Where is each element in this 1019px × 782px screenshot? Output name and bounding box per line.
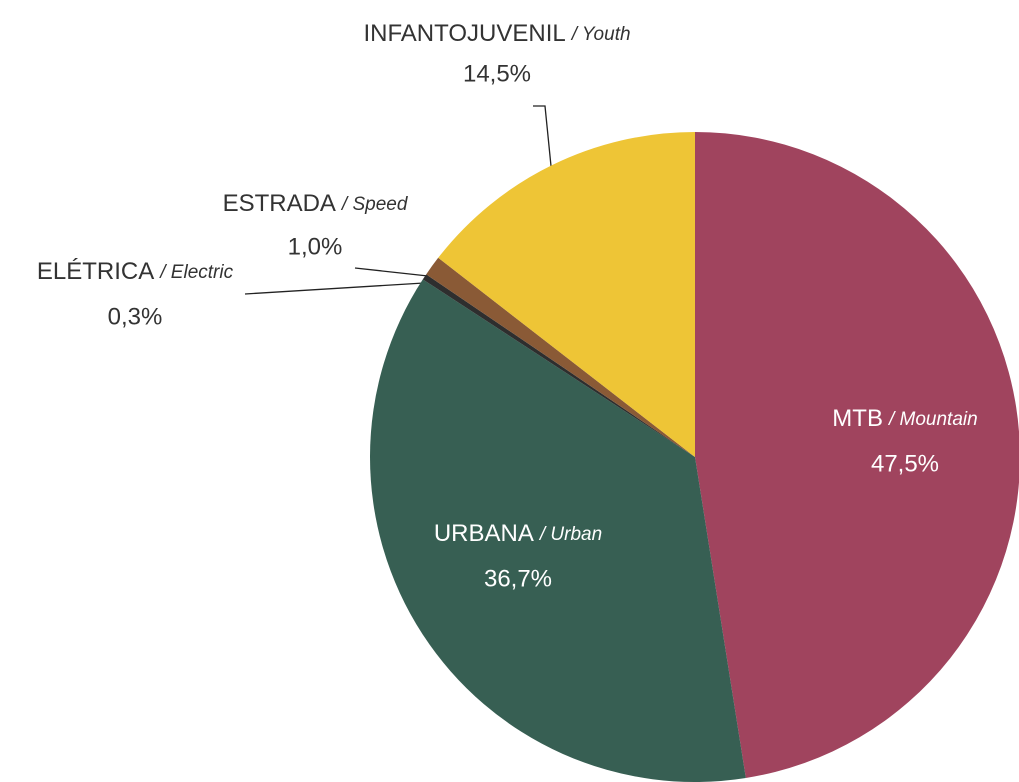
slice-label: MTB / Mountain [832,405,977,432]
slice-label: ESTRADA / Speed [223,190,409,217]
pie-slice [422,274,695,457]
leader-line [354,267,429,277]
leader-line [533,105,552,167]
category-subname: / Mountain [887,409,978,430]
value-label: 36,7% [484,565,552,592]
slices [370,132,1019,782]
category-subname: / Youth [570,24,631,45]
category-subname: / Speed [340,194,409,215]
slice-label: ELÉTRICA / Electric [37,258,234,285]
category-name: ESTRADA [223,190,336,217]
value-label: 1,0% [288,233,343,260]
pie-slice [438,132,695,457]
value-label: 14,5% [463,60,531,87]
leader-line [244,282,425,295]
category-name: URBANA [434,520,534,547]
pie-slice [370,279,746,782]
category-subname: / Electric [158,262,233,283]
category-name: ELÉTRICA [37,258,154,285]
pie-slice [426,257,695,457]
value-label: 47,5% [871,450,939,477]
pie-slice [695,132,1019,778]
slice-label: INFANTOJUVENIL / Youth [363,20,630,47]
category-name: MTB [832,405,883,432]
slice-label: URBANA / Urban [434,520,602,547]
value-label: 0,3% [108,303,163,330]
category-subname: / Urban [538,524,602,545]
category-name: INFANTOJUVENIL [363,20,565,47]
